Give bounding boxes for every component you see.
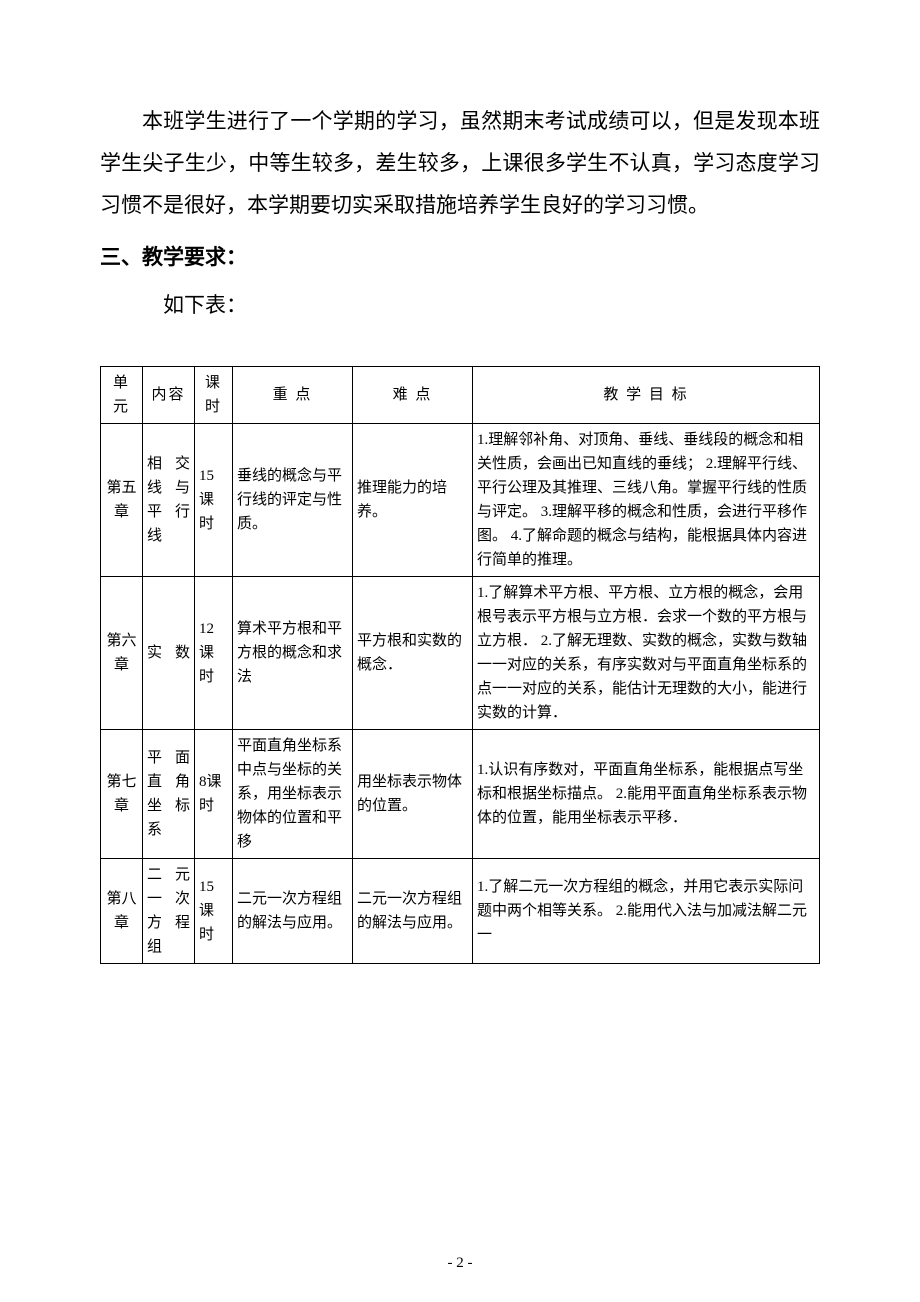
cell-topic: 相交线与平行线 (143, 424, 195, 577)
cell-topic: 实数 (143, 577, 195, 730)
table-row: 第五章 相交线与平行线 15课时 垂线的概念与平行线的评定与性质。 推理能力的培… (101, 424, 820, 577)
table-body: 第五章 相交线与平行线 15课时 垂线的概念与平行线的评定与性质。 推理能力的培… (101, 424, 820, 964)
cell-unit: 第六章 (101, 577, 143, 730)
cell-diff: 平方根和实数的概念． (353, 577, 473, 730)
th-diff: 难 点 (353, 367, 473, 424)
cell-diff: 推理能力的培养。 (353, 424, 473, 577)
table-row: 第七章 平面直角坐标系 8课时 平面直角坐标系中点与坐标的关系，用坐标表示物体的… (101, 730, 820, 859)
requirements-table: 单元 内容 课时 重 点 难 点 教 学 目 标 第五章 相交线与平行线 15课… (100, 366, 820, 964)
cell-key: 平面直角坐标系中点与坐标的关系，用坐标表示物体的位置和平移 (233, 730, 353, 859)
cell-hours: 15课时 (195, 424, 233, 577)
table-row: 第六章 实数 12课时 算术平方根和平方根的概念和求法 平方根和实数的概念． 1… (101, 577, 820, 730)
table-row: 第八章 二元一次方程组 15课时 二元一次方程组的解法与应用。 二元一次方程组的… (101, 859, 820, 964)
cell-topic: 二元一次方程组 (143, 859, 195, 964)
cell-unit: 第八章 (101, 859, 143, 964)
cell-goal: 1.了解二元一次方程组的概念，并用它表示实际问题中两个相等关系。 2.能用代入法… (473, 859, 820, 964)
cell-key: 垂线的概念与平行线的评定与性质。 (233, 424, 353, 577)
page: 本班学生进行了一个学期的学习，虽然期末考试成绩可以，但是发现本班学生尖子生少，中… (0, 0, 920, 1302)
cell-unit: 第七章 (101, 730, 143, 859)
table-header-row: 单元 内容 课时 重 点 难 点 教 学 目 标 (101, 367, 820, 424)
cell-hours: 12课时 (195, 577, 233, 730)
th-key: 重 点 (233, 367, 353, 424)
intro-paragraph: 本班学生进行了一个学期的学习，虽然期末考试成绩可以，但是发现本班学生尖子生少，中… (100, 100, 820, 226)
cell-goal: 1.理解邻补角、对顶角、垂线、垂线段的概念和相关性质，会画出已知直线的垂线； 2… (473, 424, 820, 577)
cell-diff: 用坐标表示物体的位置。 (353, 730, 473, 859)
cell-unit: 第五章 (101, 424, 143, 577)
th-unit: 单元 (101, 367, 143, 424)
section-heading: 三、教学要求： (100, 234, 820, 280)
cell-diff: 二元一次方程组的解法与应用。 (353, 859, 473, 964)
th-goal: 教 学 目 标 (473, 367, 820, 424)
cell-topic: 平面直角坐标系 (143, 730, 195, 859)
cell-hours: 8课时 (195, 730, 233, 859)
cell-key: 二元一次方程组的解法与应用。 (233, 859, 353, 964)
cell-goal: 1.认识有序数对，平面直角坐标系，能根据点写坐标和根据坐标描点。 2.能用平面直… (473, 730, 820, 859)
cell-key: 算术平方根和平方根的概念和求法 (233, 577, 353, 730)
sub-text: 如下表： (100, 284, 820, 326)
th-topic: 内容 (143, 367, 195, 424)
th-hours: 课时 (195, 367, 233, 424)
cell-hours: 15课时 (195, 859, 233, 964)
cell-goal: 1.了解算术平方根、平方根、立方根的概念，会用根号表示平方根与立方根．会求一个数… (473, 577, 820, 730)
page-number: - 2 - (0, 1255, 920, 1272)
